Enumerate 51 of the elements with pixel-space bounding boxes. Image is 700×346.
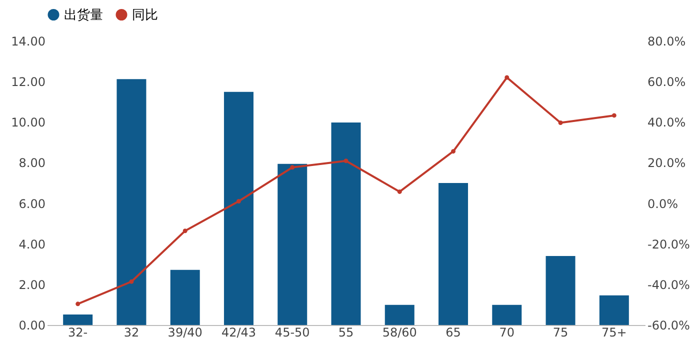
x-tick-label: 39/40 [168, 326, 202, 340]
x-tick-label: 45-50 [274, 326, 310, 340]
y2-tick-label: 40.0% [648, 116, 686, 130]
x-tick-label: 42/43 [221, 326, 256, 340]
x-tick-label: 70 [499, 326, 515, 340]
point [129, 279, 134, 284]
y-tick-label: 0.00 [18, 318, 46, 332]
y-tick-label: 4.00 [18, 237, 46, 252]
legend-label: 同比 [132, 8, 158, 23]
bar [492, 304, 522, 325]
point [182, 228, 188, 234]
x-tick-label: 32 [124, 326, 140, 340]
y2-tick-label: -60.0% [648, 318, 690, 332]
y2-tick-label: 80.0% [648, 34, 686, 48]
legend-label: 出货量 [64, 8, 103, 23]
y-tick-label: 12.00 [11, 75, 46, 90]
bar [116, 79, 146, 325]
y2-tick-label: 60.0% [648, 75, 686, 90]
point [290, 165, 295, 170]
bar [599, 295, 629, 325]
x-tick-label: 58/60 [382, 326, 417, 340]
bar [224, 92, 254, 325]
bar [278, 164, 308, 325]
y-tick-label: 6.00 [18, 196, 46, 211]
y-tick-label: 14.00 [11, 34, 46, 48]
x-tick-label: 75 [552, 326, 568, 340]
bar [546, 256, 576, 325]
bar [63, 314, 93, 325]
y2-tick-label: 0.0% [648, 196, 678, 211]
y-tick-label: 8.00 [18, 156, 46, 170]
x-tick-label: 55 [338, 326, 354, 340]
point [344, 158, 348, 164]
bar [384, 304, 414, 325]
y2-tick-label: -20.0% [648, 237, 690, 252]
bar [170, 270, 200, 325]
y-tick-label: 10.00 [11, 116, 46, 130]
y-tick-label: 2.00 [18, 278, 46, 292]
point [397, 189, 402, 194]
x-tick-label: 32- [68, 326, 88, 340]
x-tick-label: 75+ [601, 326, 627, 340]
x-tick-label: 65 [446, 326, 461, 340]
point [76, 302, 80, 306]
point [451, 149, 456, 154]
y2-tick-label: 20.0% [648, 156, 686, 170]
point [236, 199, 241, 204]
y2-tick-label: -40.0% [648, 278, 690, 292]
bar [331, 122, 361, 325]
point [612, 113, 616, 118]
bar [438, 183, 468, 325]
point [558, 120, 563, 125]
point [504, 75, 510, 80]
